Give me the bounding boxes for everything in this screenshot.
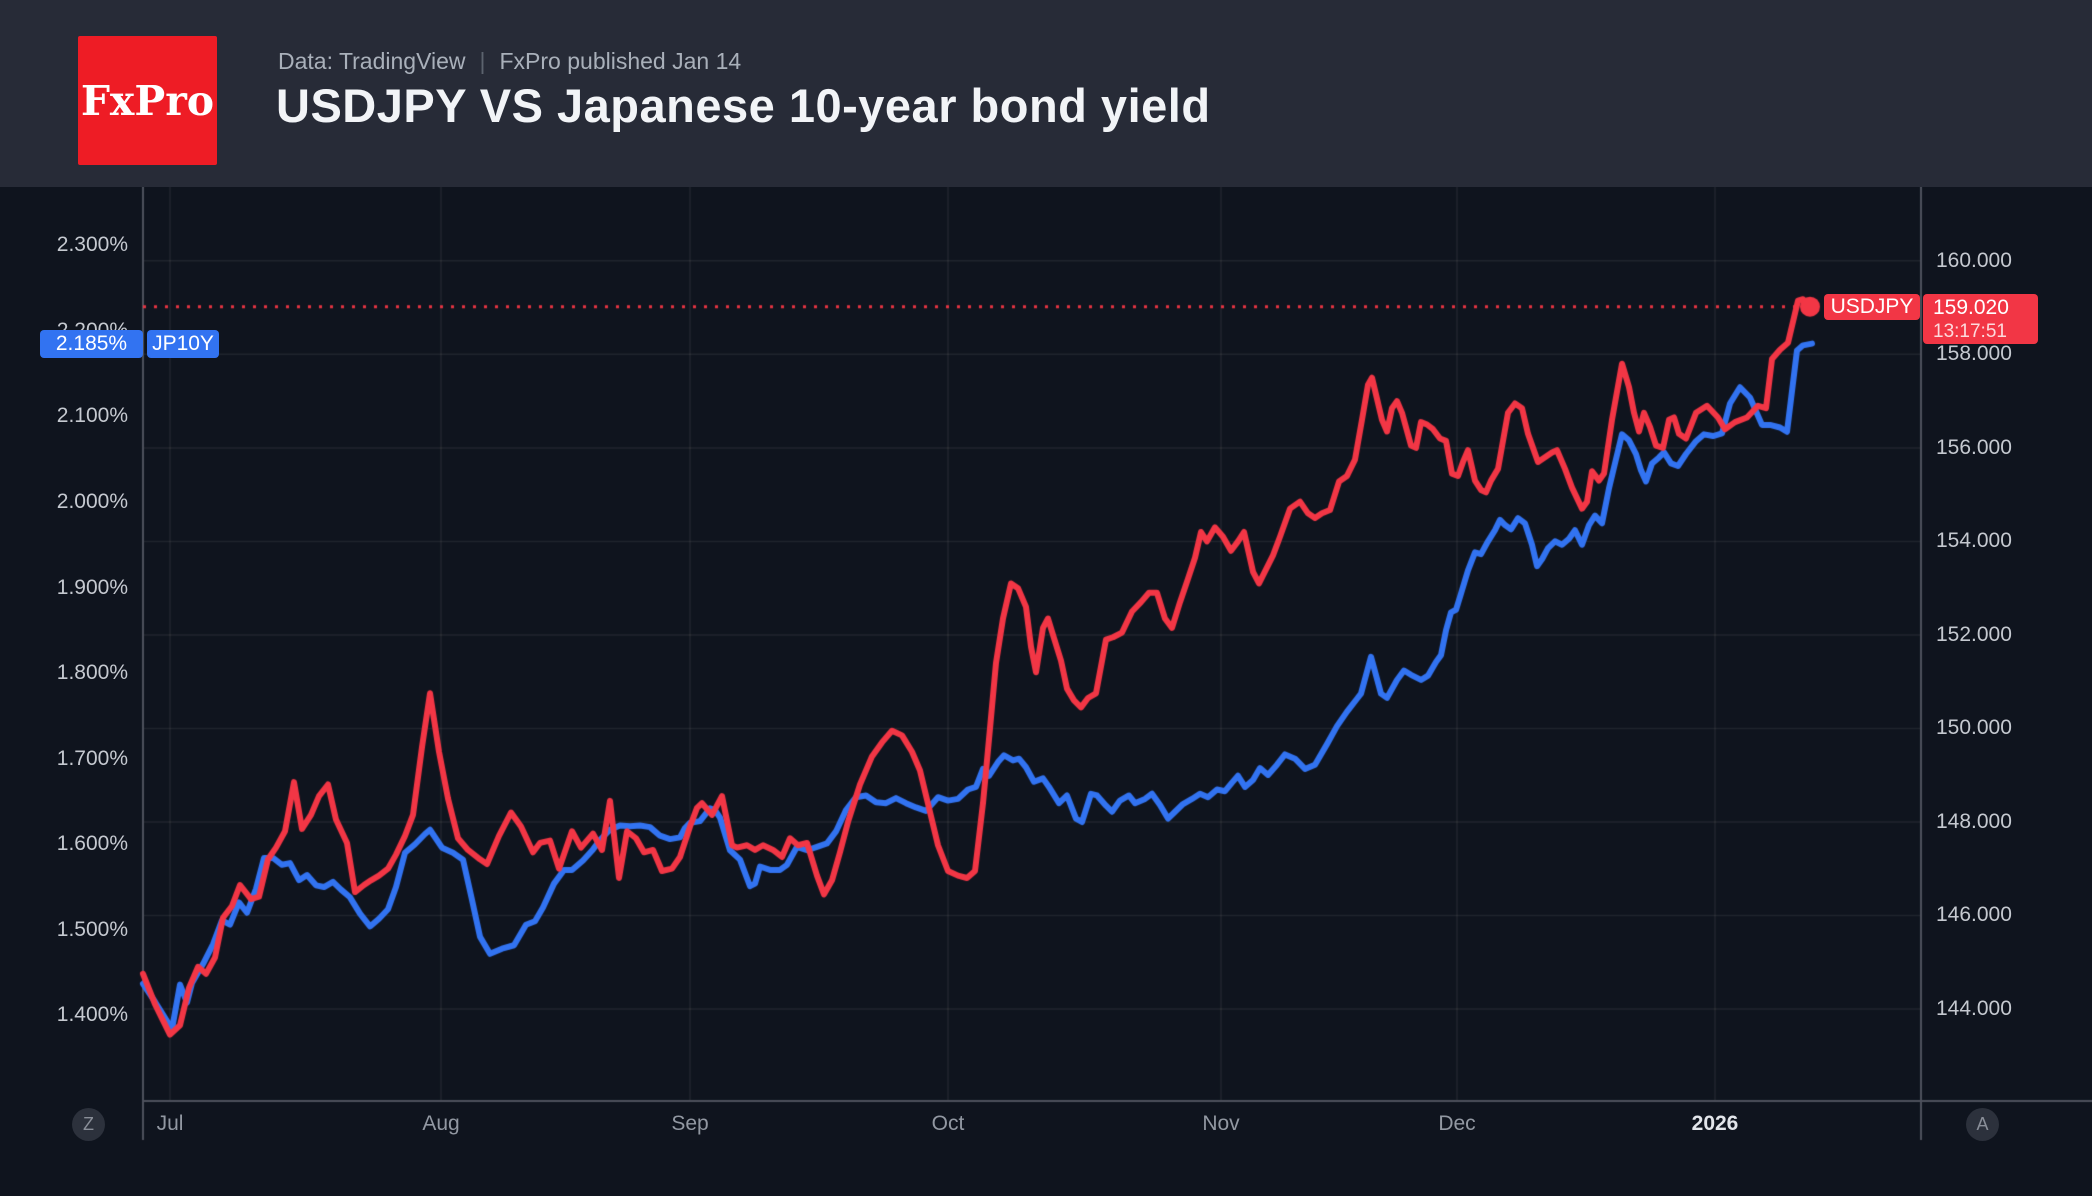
left-axis-tick: 2.300% xyxy=(56,233,128,257)
left-axis-tick: 1.700% xyxy=(56,746,128,770)
time-axis-tick-Sep: Sep xyxy=(671,1112,709,1135)
time-axis-tick-Oct: Oct xyxy=(931,1112,965,1135)
left-axis-tick: 1.600% xyxy=(56,832,128,856)
right-axis-tick: 148.000 xyxy=(1936,809,2012,833)
right-axis-tick: 158.000 xyxy=(1936,342,2012,366)
right-axis-tick: 152.000 xyxy=(1936,622,2012,646)
left-axis-tick: 1.900% xyxy=(56,575,128,599)
time-axis-tick-Nov: Nov xyxy=(1202,1112,1240,1135)
right-axis-tick: 146.000 xyxy=(1936,903,2012,927)
usdjpy-value-badge: 159.020 13:17:51 xyxy=(1923,294,2038,344)
right-axis-tick: 144.000 xyxy=(1936,996,2012,1020)
jp10y-symbol-badge: JP10Y xyxy=(147,330,219,358)
subtitle: Data: TradingView | FxPro published Jan … xyxy=(278,48,741,75)
time-axis-tick-Dec: Dec xyxy=(1438,1112,1476,1135)
jp10y-value-badge: 2.185% xyxy=(40,330,143,358)
header: FxPro Data: TradingView | FxPro publishe… xyxy=(0,0,2092,187)
right-axis-tick: 160.000 xyxy=(1936,248,2012,272)
time-axis-tick-Aug: Aug xyxy=(422,1112,460,1135)
timezone-button[interactable]: Z xyxy=(72,1108,105,1141)
data-source-text: Data: TradingView xyxy=(278,48,466,74)
fxpro-logo: FxPro xyxy=(78,36,217,165)
subtitle-separator: | xyxy=(479,48,486,74)
left-axis-tick: 2.100% xyxy=(56,404,128,428)
page-title: USDJPY VS Japanese 10-year bond yield xyxy=(276,79,1211,132)
right-axis-tick: 156.000 xyxy=(1936,435,2012,459)
right-axis-tick: 154.000 xyxy=(1936,529,2012,553)
left-axis-tick: 1.800% xyxy=(56,661,128,685)
left-axis-tick: 1.500% xyxy=(56,917,128,941)
time-axis-tick-Jul: Jul xyxy=(156,1112,184,1135)
right-axis-tick: 150.000 xyxy=(1936,716,2012,740)
published-text: FxPro published Jan 14 xyxy=(499,48,742,74)
auto-scale-button[interactable]: A xyxy=(1966,1108,1999,1141)
time-axis-tick-2026: 2026 xyxy=(1691,1112,1739,1135)
usdjpy-last-price: 159.020 xyxy=(1933,296,2009,319)
usdjpy-symbol-badge: USDJPY xyxy=(1824,294,1920,320)
left-axis-tick: 2.000% xyxy=(56,489,128,513)
usdjpy-last-time: 13:17:51 xyxy=(1933,321,2007,342)
left-axis-tick: 1.400% xyxy=(56,1003,128,1027)
fxpro-logo-text: FxPro xyxy=(80,76,215,125)
